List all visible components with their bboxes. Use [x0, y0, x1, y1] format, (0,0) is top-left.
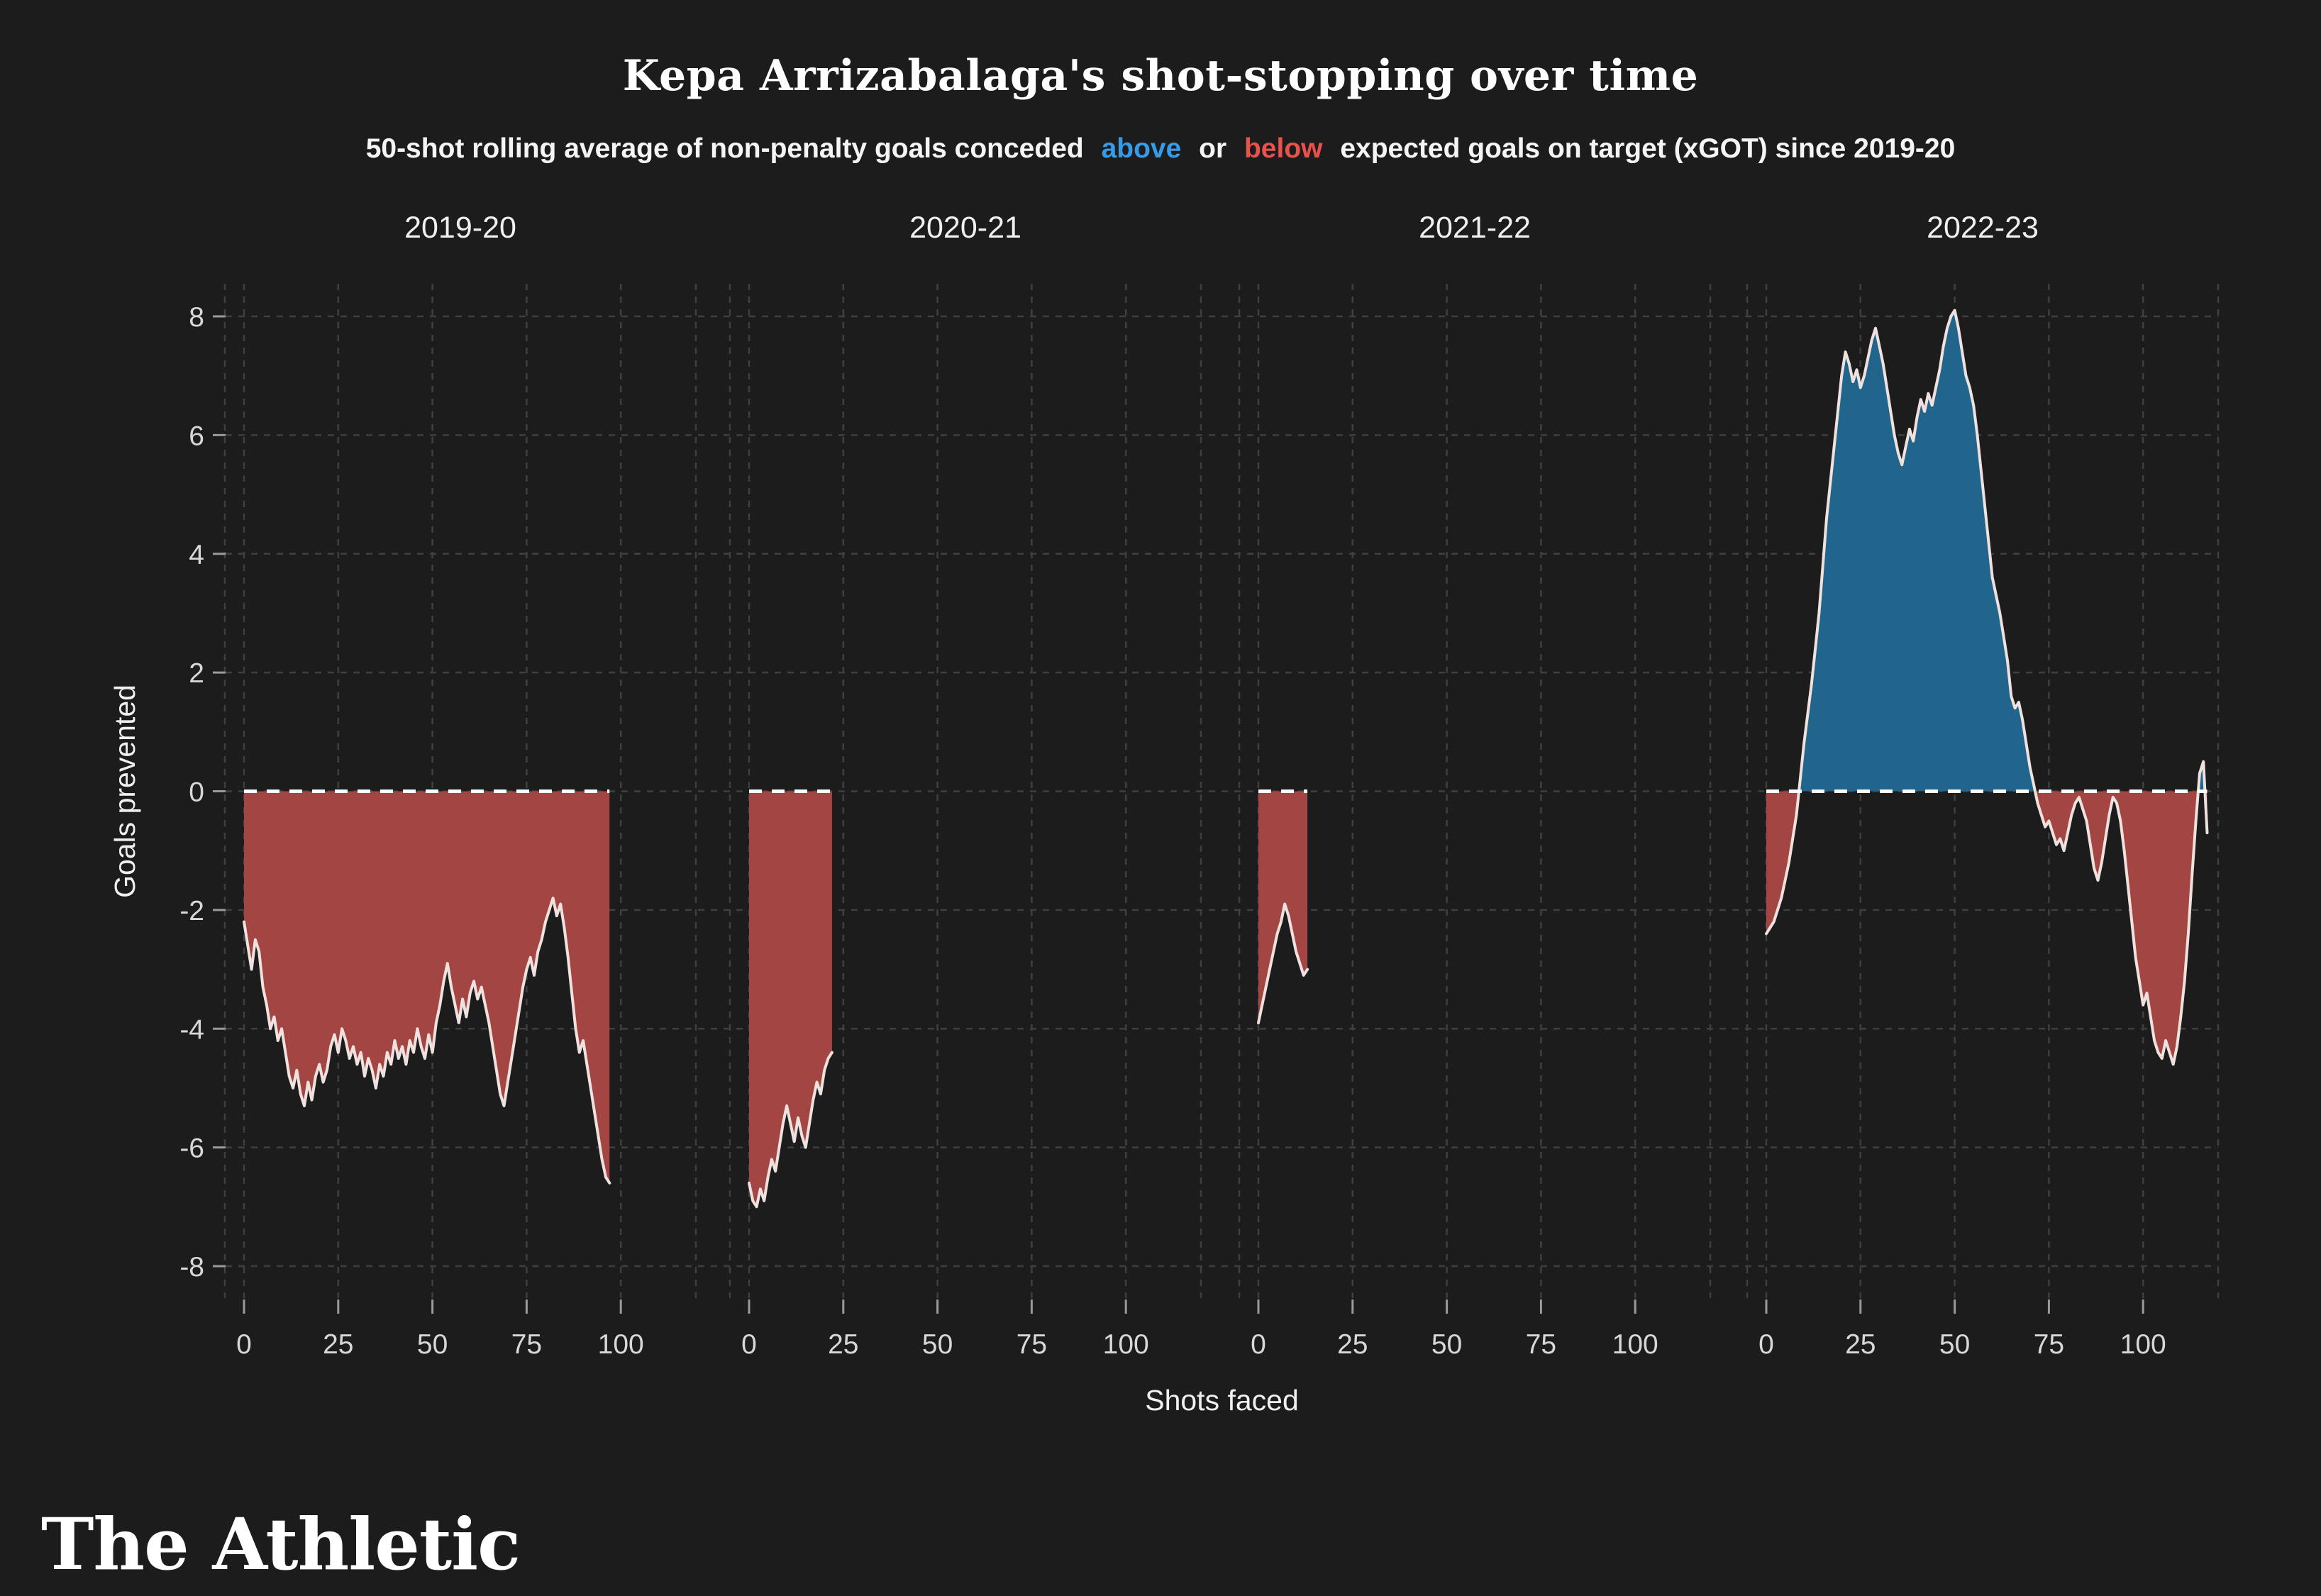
- x-tick-label: 100: [2120, 1329, 2166, 1360]
- y-tick-label: 6: [189, 421, 204, 451]
- y-axis-title: Goals prevented: [109, 685, 141, 898]
- area-below-xgot: [1766, 791, 2208, 1065]
- facet-label: 2021-22: [1419, 211, 1531, 245]
- the-athletic-logo: The Athletic: [41, 1502, 521, 1586]
- rolling-average-line: [1257, 902, 1309, 1024]
- y-tick-label: 0: [189, 777, 204, 808]
- y-tick-label: 2: [189, 658, 204, 689]
- x-tick-label: 75: [511, 1329, 542, 1360]
- subtitle-pre: 50-shot rolling average of non-penalty g…: [365, 133, 1084, 164]
- facet-label: 2022-23: [1927, 211, 2039, 245]
- x-tick-label: 100: [1103, 1329, 1149, 1360]
- y-tick-label: -2: [179, 896, 204, 926]
- x-tick-label: 25: [1337, 1329, 1368, 1360]
- subtitle-or-word: or: [1199, 133, 1227, 164]
- page-title: Kepa Arrizabalaga's shot-stopping over t…: [622, 51, 1699, 101]
- x-tick-label: 75: [1526, 1329, 1556, 1360]
- x-tick-label: 100: [598, 1329, 644, 1360]
- y-tick-label: 4: [189, 540, 204, 570]
- facet-2020-21: 2020-21 0 25 50 75 100: [741, 211, 1149, 1360]
- x-tick-label: 25: [828, 1329, 858, 1360]
- subtitle-above-word: above: [1101, 133, 1182, 164]
- x-axis-title: Shots faced: [1145, 1384, 1299, 1417]
- y-tick-label: -8: [179, 1252, 204, 1282]
- subtitle-below-word: below: [1243, 133, 1323, 164]
- facet-2019-20: 2019-20 0 25 50 75 100: [236, 211, 644, 1360]
- axis-ticks: [213, 315, 2144, 1314]
- area-below-xgot: [244, 791, 610, 1183]
- x-tick-label: 0: [236, 1329, 252, 1360]
- rolling-average-line: [243, 897, 611, 1185]
- subtitle-post: expected goals on target (xGOT) since 20…: [1340, 133, 1956, 164]
- facet-label: 2019-20: [404, 211, 516, 245]
- chart-subtitle: 50-shot rolling average of non-penalty g…: [0, 133, 2321, 165]
- y-tick-label: -6: [179, 1134, 204, 1164]
- x-tick-label: 100: [1612, 1329, 1658, 1360]
- x-tick-label: 0: [741, 1329, 757, 1360]
- area-below-xgot: [749, 791, 832, 1207]
- x-tick-label: 0: [1758, 1329, 1774, 1360]
- rolling-average-line: [748, 1051, 833, 1209]
- y-tick-label: -4: [179, 1014, 204, 1045]
- x-tick-label: 50: [922, 1329, 953, 1360]
- y-axis-labels: 8 6 4 2 0 -2 -4 -6 -8: [179, 302, 204, 1282]
- x-tick-label: 75: [1017, 1329, 1047, 1360]
- rolling-average-line: [1765, 309, 2209, 1066]
- facet-2022-23: 2022-23 0 25 50 75 100: [1758, 211, 2209, 1360]
- x-tick-label: 25: [323, 1329, 353, 1360]
- facet-label: 2020-21: [909, 211, 1021, 245]
- facet-2021-22: 2021-22 0 25 50 75 100: [1251, 211, 1658, 1360]
- x-tick-label: 25: [1845, 1329, 1876, 1360]
- x-tick-label: 50: [1431, 1329, 1462, 1360]
- x-tick-label: 75: [2034, 1329, 2064, 1360]
- y-tick-label: 8: [189, 302, 204, 333]
- x-tick-label: 50: [1939, 1329, 1970, 1360]
- area-above-xgot: [1766, 310, 2208, 792]
- x-tick-label: 0: [1251, 1329, 1266, 1360]
- x-tick-label: 50: [417, 1329, 448, 1360]
